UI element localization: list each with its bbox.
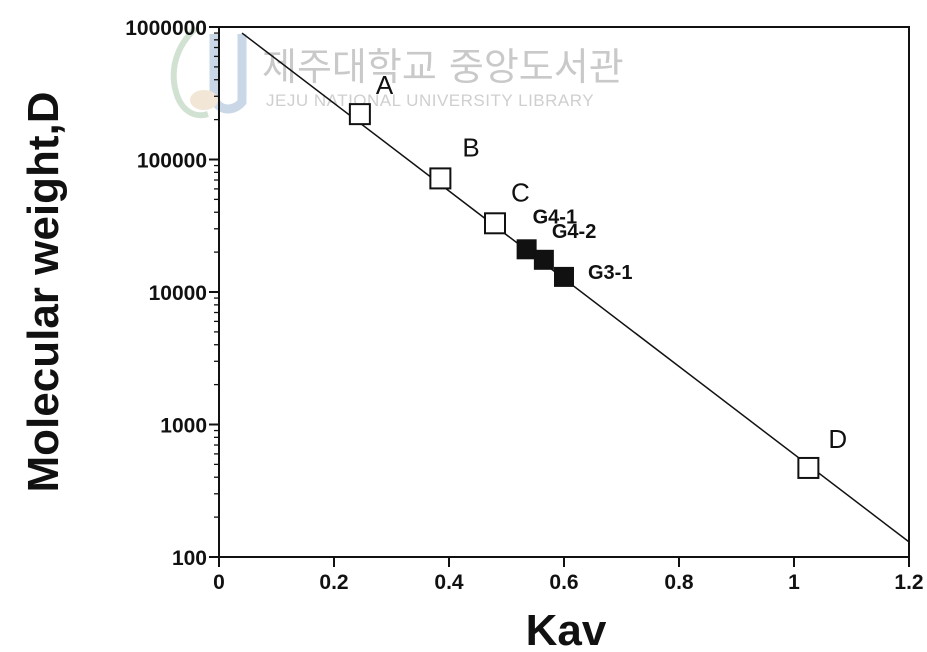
watermark: 제주대학교 중앙도서관 JEJU NATIONAL UNIVERSITY LIB… — [170, 25, 624, 119]
watermark-subtitle: JEJU NATIONAL UNIVERSITY LIBRARY — [266, 91, 594, 110]
point-label-a: A — [376, 70, 394, 100]
point-label-b: B — [462, 132, 479, 162]
y-major-ticks: 100 1000 10000 100000 1000000 — [125, 17, 219, 570]
watermark-title: 제주대학교 중앙도서관 — [262, 45, 624, 89]
point-label-g4-2: G4-2 — [552, 221, 596, 243]
y-minor-ticks — [214, 32, 219, 518]
point-label-d: D — [828, 424, 847, 454]
y-tick-label: 10000 — [149, 282, 207, 305]
x-tick-label: 1 — [788, 571, 800, 594]
point-labels: A B C D G4-1G4-2 G3-1 — [376, 70, 847, 454]
x-tick-label: 0.4 — [434, 571, 464, 594]
point-label-g3-1: G3-1 — [588, 262, 632, 284]
x-tick-label: 0.2 — [319, 571, 348, 594]
data-points — [348, 103, 820, 479]
x-tick-label: 0.6 — [549, 571, 578, 594]
y-tick-label: 100000 — [137, 150, 207, 173]
x-tick-label: 0.8 — [664, 571, 694, 594]
point-label-g4-1: G4-1 — [533, 206, 577, 228]
point-g4-1-marker — [516, 239, 537, 260]
point-b-marker — [429, 167, 452, 190]
y-tick-label: 100 — [172, 547, 207, 570]
y-axis-title: Molecular weight,D — [19, 92, 68, 493]
point-d-marker — [797, 456, 820, 479]
library-logo — [170, 25, 247, 119]
x-tick-label: 0 — [213, 571, 225, 594]
x-tick-label: 1.2 — [894, 571, 923, 594]
x-ticks: 0 0.2 0.4 0.6 0.8 1 1.2 — [213, 557, 924, 594]
point-label-c: C — [511, 177, 530, 207]
point-g3-1-marker — [554, 266, 574, 287]
x-axis-title: Kav — [526, 606, 607, 652]
point-g4-2-marker — [533, 249, 554, 270]
y-tick-label: 1000 — [160, 415, 207, 438]
y-tick-label: 1000000 — [125, 17, 207, 40]
point-a-marker — [348, 103, 371, 126]
point-c-marker — [484, 212, 506, 235]
